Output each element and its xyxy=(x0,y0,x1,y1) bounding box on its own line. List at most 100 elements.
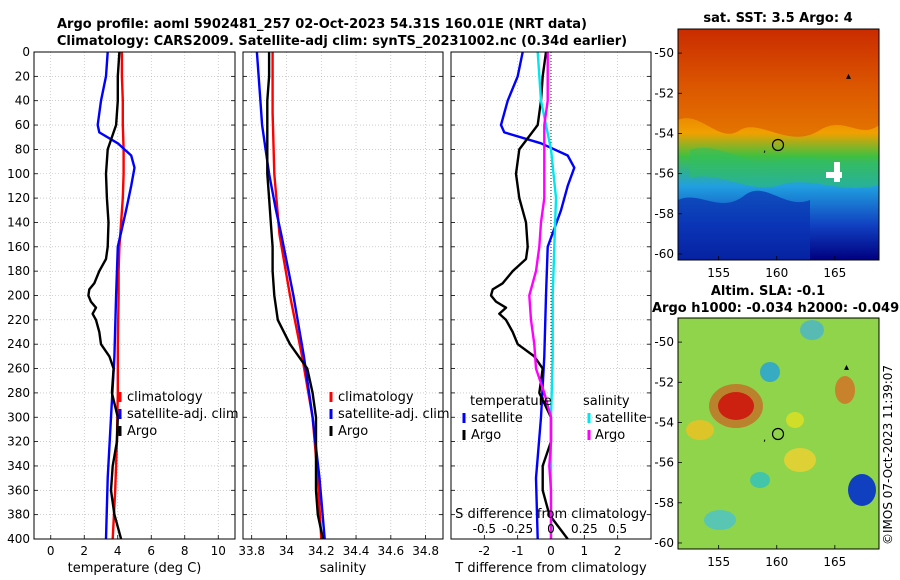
sst-cold-water xyxy=(678,190,810,260)
sla-argo-tag: , xyxy=(763,433,766,444)
series-group xyxy=(489,52,576,539)
x-axis-label: salinity xyxy=(320,561,367,576)
y-tick-label: 220 xyxy=(7,313,30,327)
y-tick-label: 40 xyxy=(15,94,30,108)
series-group xyxy=(255,52,326,539)
y-tick-label: 20 xyxy=(15,69,30,83)
series-satellite-adj-clim-line xyxy=(255,52,326,539)
map-x-tick-label: 160 xyxy=(765,266,788,280)
y-tick-label: 360 xyxy=(7,483,30,497)
sst-missing-data-2 xyxy=(834,162,840,182)
sla-map-title: Altim. SLA: -0.1 xyxy=(711,284,825,299)
title-line-1: Argo profile: aoml 5902481_257 02-Oct-20… xyxy=(57,17,587,32)
y-tick-label: 300 xyxy=(7,410,30,424)
x-tick-label: 34.8 xyxy=(412,544,439,558)
x-tick-label-top: 0.25 xyxy=(571,522,598,536)
x-tick-label: 4 xyxy=(114,544,122,558)
legend-entry: Argo xyxy=(471,428,501,443)
y-tick-label: 400 xyxy=(7,532,30,546)
x-tick-label: 10 xyxy=(211,544,226,558)
y-tick-label: 320 xyxy=(7,435,30,449)
map-y-tick-label: -54 xyxy=(654,126,674,140)
x-tick-label-top: 0 xyxy=(547,522,555,536)
y-tick-label: 60 xyxy=(15,118,30,132)
map-y-tick-label: -56 xyxy=(654,456,674,470)
title-line-2: Climatology: CARS2009. Satellite-adj cli… xyxy=(57,34,627,49)
x-tick-label: 6 xyxy=(147,544,155,558)
map-y-tick-label: -60 xyxy=(654,247,674,261)
y-tick-label: 240 xyxy=(7,337,30,351)
sla-map: 155 160 165 -50 -52 -54 -56 -58 -60 ▴ , xyxy=(654,317,880,569)
legend-entry: satellite-adj. clim xyxy=(127,407,239,422)
map-x-tick-label: 165 xyxy=(823,555,846,569)
map-y-tick-label: -50 xyxy=(654,335,674,349)
series-argo-line xyxy=(87,52,123,539)
difference-panel: -2 -1 0 1 2 T difference from climatology temp… xyxy=(450,51,652,576)
x-tick-label: -1 xyxy=(512,544,524,558)
y-tick-label: 180 xyxy=(7,264,30,278)
sst-argo-tag: , xyxy=(763,144,766,155)
x-tick-label: 0 xyxy=(547,544,555,558)
axes-frame xyxy=(450,51,652,540)
y-tick-label: 120 xyxy=(7,191,30,205)
legend-title-temperature: temperature xyxy=(470,394,552,409)
sla-map-ticks: 155 160 165 -50 -52 -54 -56 -58 -60 xyxy=(654,335,846,569)
map-x-tick-label: 155 xyxy=(707,555,730,569)
y-tick-label: 160 xyxy=(7,240,30,254)
sst-other-float-marker: ▴ xyxy=(846,71,851,82)
x-tick-label-top: -0.25 xyxy=(502,522,533,536)
sst-map: 155 160 165 -50 -52 -54 -56 -58 -60 ▴ , xyxy=(654,28,880,280)
map-x-tick-label: 160 xyxy=(765,555,788,569)
x-tick-label: 34.6 xyxy=(377,544,404,558)
map-y-tick-label: -56 xyxy=(654,167,674,181)
temperature-panel: 0 2 4 6 8 10020406080100120140160180200220240… xyxy=(7,45,239,576)
y-tick-label: 0 xyxy=(22,45,30,59)
x-tick-label: 34.4 xyxy=(343,544,370,558)
x-tick-label: -2 xyxy=(478,544,490,558)
x-axis-label: T difference from climatology xyxy=(454,561,647,576)
sla-eddies xyxy=(686,320,876,530)
map-y-tick-label: -58 xyxy=(654,207,674,221)
legend-entry: Argo xyxy=(595,428,625,443)
legend-entry: Argo xyxy=(127,424,157,439)
y-tick-label: 100 xyxy=(7,167,30,181)
series-group xyxy=(87,52,136,539)
y-tick-label: 140 xyxy=(7,215,30,229)
sst-argo-marker xyxy=(771,138,785,152)
map-x-tick-label: 165 xyxy=(823,266,846,280)
x-tick-label: 34.2 xyxy=(308,544,335,558)
series-argo-line xyxy=(266,52,325,539)
map-y-tick-label: -50 xyxy=(654,46,674,60)
x-axis-label: temperature (deg C) xyxy=(68,561,202,576)
y-tick-label: 380 xyxy=(7,508,30,522)
sla-argo-marker xyxy=(771,427,785,441)
series-s-argo-line xyxy=(528,52,553,539)
salinity-panel: 33.8 34 34.2 34.4 34.6 34.8 salinity climatolog… xyxy=(238,51,450,576)
map-y-tick-label: -52 xyxy=(654,375,674,389)
sst-map-ticks: 155 160 165 -50 -52 -54 -56 -58 -60 xyxy=(654,46,846,280)
legend-entry: climatology xyxy=(127,390,203,405)
axes-frame xyxy=(242,51,444,540)
legend-entry: satellite-adj. clim xyxy=(338,407,450,422)
x-tick-label: 1 xyxy=(581,544,589,558)
sst-map-title: sat. SST: 3.5 Argo: 4 xyxy=(703,11,852,26)
x-axis-label-top: S difference from climatology xyxy=(455,507,647,522)
legend-entry: Argo xyxy=(338,424,368,439)
sst-warm-front xyxy=(678,29,879,137)
legend-entry: satellite xyxy=(595,411,647,426)
map-y-tick-label: -54 xyxy=(654,415,674,429)
x-tick-label: 34 xyxy=(279,544,294,558)
x-tick-label: 33.8 xyxy=(238,544,265,558)
map-y-tick-label: -52 xyxy=(654,86,674,100)
x-tick-label: 0 xyxy=(47,544,55,558)
map-y-tick-label: -58 xyxy=(654,496,674,510)
sla-other-float-marker: ▴ xyxy=(844,362,849,373)
axes-frame xyxy=(33,51,236,540)
y-tick-label: 280 xyxy=(7,386,30,400)
legend-entry: climatology xyxy=(338,390,414,405)
map-y-tick-label: -60 xyxy=(654,536,674,550)
y-tick-label: 200 xyxy=(7,289,30,303)
legend-title-salinity: salinity xyxy=(583,394,630,409)
y-tick-label: 340 xyxy=(7,459,30,473)
